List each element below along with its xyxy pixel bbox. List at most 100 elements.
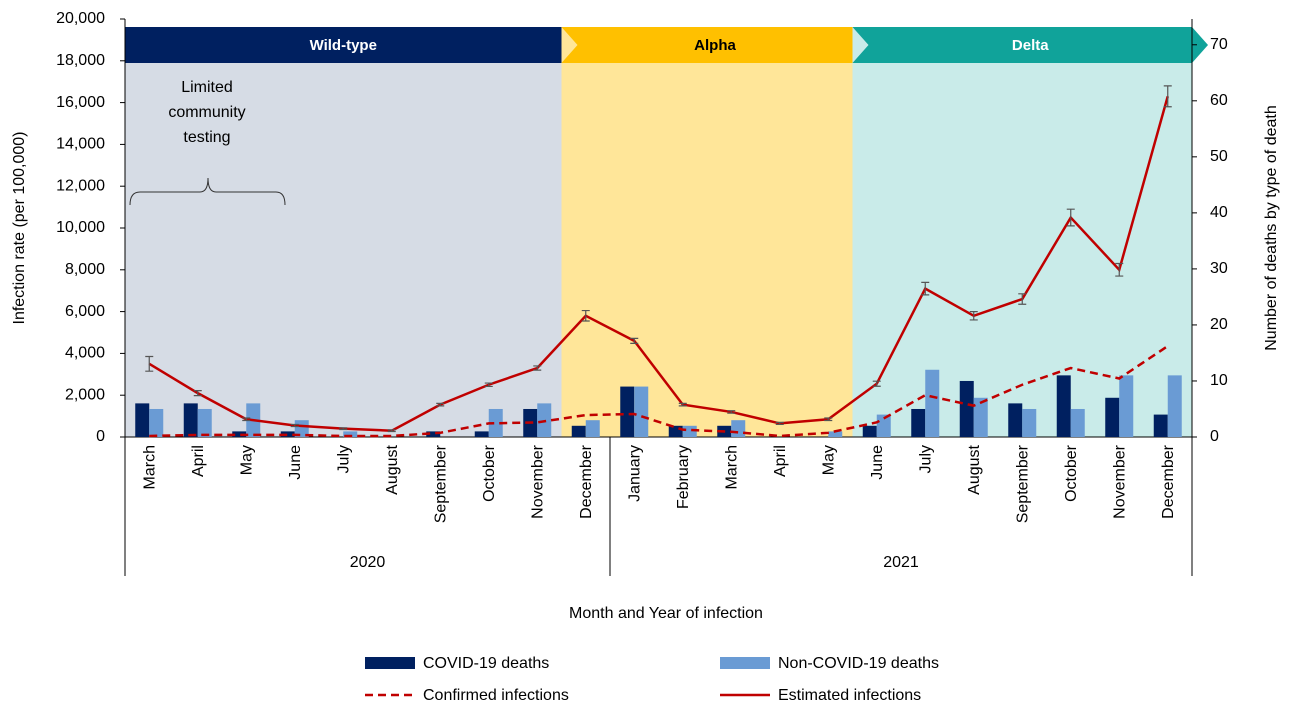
bar bbox=[149, 408, 164, 437]
legend-swatch bbox=[720, 657, 770, 669]
x-tick-label: November bbox=[1111, 444, 1128, 518]
y2-tick-label: 30 bbox=[1210, 260, 1228, 277]
bar bbox=[634, 386, 649, 437]
bar bbox=[232, 431, 247, 437]
x-tick-label: September bbox=[432, 444, 449, 523]
error-bar bbox=[1066, 208, 1075, 227]
x-tick-label: March bbox=[141, 445, 158, 489]
y-tick-label: 18,000 bbox=[56, 52, 105, 69]
y-tick-label: 4,000 bbox=[65, 345, 105, 362]
y2-tick-label: 10 bbox=[1210, 372, 1228, 389]
bar bbox=[1105, 397, 1120, 437]
error-bar bbox=[872, 380, 881, 387]
x-tick-label: March bbox=[723, 445, 740, 489]
x-tick-label: August bbox=[384, 444, 401, 494]
bar bbox=[585, 420, 600, 437]
x-tick-label: October bbox=[481, 444, 498, 502]
x-tick-label: September bbox=[1014, 444, 1031, 523]
variant-label: Wild-type bbox=[310, 37, 377, 54]
x-tick-label: October bbox=[1063, 444, 1080, 502]
legend-swatch bbox=[365, 657, 415, 669]
error-bar bbox=[533, 365, 542, 371]
x-tick-label: June bbox=[869, 445, 886, 480]
error-bar bbox=[1018, 293, 1027, 305]
error-bar bbox=[1163, 85, 1172, 108]
bar bbox=[183, 403, 198, 437]
bar bbox=[280, 431, 295, 437]
error-bar bbox=[775, 421, 784, 426]
group-label: 2020 bbox=[350, 554, 386, 571]
bar bbox=[197, 408, 212, 437]
error-bar bbox=[824, 417, 833, 422]
variant-label: Alpha bbox=[694, 37, 736, 54]
error-bar bbox=[678, 402, 687, 407]
error-bar bbox=[630, 337, 639, 344]
legend-label: Confirmed infections bbox=[423, 687, 569, 704]
x-tick-label: May bbox=[238, 445, 255, 475]
legend-label: COVID-19 deaths bbox=[423, 655, 549, 672]
error-bar bbox=[339, 427, 348, 431]
annotation: testing bbox=[183, 129, 230, 146]
error-bar bbox=[387, 429, 396, 433]
y2-tick-label: 0 bbox=[1210, 428, 1219, 445]
x-tick-label: December bbox=[578, 444, 595, 518]
error-bar bbox=[290, 423, 299, 428]
y-axis-title: Infection rate (per 100,000) bbox=[11, 131, 28, 324]
bar bbox=[668, 425, 683, 437]
y-tick-label: 2,000 bbox=[65, 386, 105, 403]
bar bbox=[973, 397, 988, 437]
error-bar bbox=[969, 311, 978, 321]
x-tick-label: April bbox=[772, 445, 789, 477]
bar bbox=[862, 425, 877, 437]
variant-label: Delta bbox=[1012, 37, 1049, 54]
x-tick-label: July bbox=[335, 445, 352, 473]
annotation: Limited bbox=[181, 79, 233, 96]
annotation-brace bbox=[129, 177, 286, 206]
variant-header bbox=[561, 27, 869, 63]
bar bbox=[731, 420, 746, 437]
error-bar bbox=[727, 410, 736, 414]
variant-bands bbox=[125, 27, 1208, 437]
y2-tick-label: 50 bbox=[1210, 148, 1228, 165]
y-tick-label: 16,000 bbox=[56, 94, 105, 111]
legend-label: Estimated infections bbox=[778, 687, 921, 704]
y2-axis-title: Number of deaths by type of death bbox=[1263, 105, 1280, 350]
y-tick-label: 20,000 bbox=[56, 10, 105, 27]
bar bbox=[911, 408, 926, 437]
y2-tick-label: 20 bbox=[1210, 316, 1228, 333]
y-tick-label: 14,000 bbox=[56, 136, 105, 153]
x-tick-label: November bbox=[529, 444, 546, 518]
bar bbox=[1022, 408, 1037, 437]
x-tick-label: June bbox=[287, 445, 304, 480]
line bbox=[149, 345, 1169, 438]
bar bbox=[1119, 375, 1134, 437]
bar bbox=[1070, 408, 1085, 437]
error-bar bbox=[581, 309, 590, 322]
annotation: community bbox=[168, 104, 245, 121]
x-tick-label: July bbox=[917, 445, 934, 473]
error-bar bbox=[145, 355, 154, 372]
y2-tick-label: 40 bbox=[1210, 204, 1228, 221]
x-tick-label: January bbox=[626, 445, 643, 502]
y-tick-label: 0 bbox=[96, 428, 105, 445]
bar bbox=[682, 425, 697, 437]
y2-tick-label: 70 bbox=[1210, 36, 1228, 53]
bar bbox=[876, 414, 891, 437]
bar bbox=[1056, 375, 1071, 437]
x-tick-label: May bbox=[820, 445, 837, 475]
variant-header bbox=[125, 27, 578, 63]
variant-band bbox=[852, 27, 1192, 437]
y-tick-label: 8,000 bbox=[65, 261, 105, 278]
y2-tick-label: 60 bbox=[1210, 92, 1228, 109]
y-tick-label: 6,000 bbox=[65, 303, 105, 320]
bar bbox=[135, 403, 150, 437]
bar bbox=[925, 369, 940, 437]
x-tick-label: August bbox=[966, 444, 983, 494]
bar bbox=[488, 408, 503, 437]
error-bar bbox=[436, 402, 445, 407]
variant-band bbox=[125, 27, 562, 437]
y-tick-label: 12,000 bbox=[56, 177, 105, 194]
bar bbox=[474, 431, 489, 437]
error-bar bbox=[242, 417, 251, 422]
